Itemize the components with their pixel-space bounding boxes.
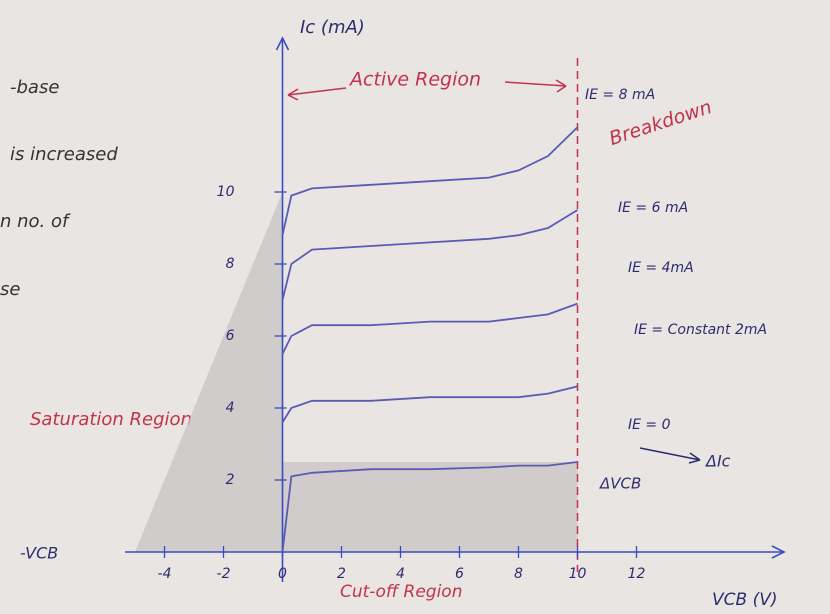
series-line xyxy=(283,386,578,422)
y-tick-label: 4 xyxy=(226,400,235,416)
arrow xyxy=(288,88,346,100)
x-tick-label: 4 xyxy=(396,566,405,582)
note: n no. of xyxy=(0,211,71,232)
y-axis-label: Ic (mA) xyxy=(300,17,365,38)
delta-vcb-label: ΔVCB xyxy=(599,475,641,493)
series-label: IE = Constant 2mA xyxy=(634,322,767,338)
active-region-label: Active Region xyxy=(348,69,481,91)
series-label: IE = 8 mA xyxy=(585,87,655,103)
note: is increased xyxy=(10,144,118,165)
x-tick-label: 6 xyxy=(455,566,464,582)
series-line xyxy=(283,304,578,354)
x-tick-label: 0 xyxy=(278,566,287,582)
y-tick-label: 6 xyxy=(226,328,235,344)
y-tick-label: 2 xyxy=(226,472,235,488)
x-tick-label: 8 xyxy=(514,566,523,582)
series-label: IE = 0 xyxy=(628,417,671,433)
x-axis-label: VCB (V) xyxy=(712,590,777,610)
x-tick-label: -2 xyxy=(217,566,231,582)
x-tick-label: 2 xyxy=(337,566,346,582)
neg-x-label: -VCB xyxy=(20,544,58,563)
saturation-label: Saturation Region xyxy=(30,409,192,430)
y-tick-label: 8 xyxy=(226,256,235,272)
note: -base xyxy=(10,77,59,98)
x-tick-label: 10 xyxy=(569,566,587,582)
x-tick-label: 12 xyxy=(628,566,646,582)
x-tick-label: -4 xyxy=(158,566,172,582)
cutoff-label: Cut-off Region xyxy=(340,582,462,602)
note: se xyxy=(0,279,20,300)
breakdown-label: Breakdown xyxy=(606,96,714,150)
arrow xyxy=(505,80,566,92)
y-tick-label: 10 xyxy=(217,184,235,200)
delta-ic-label: ΔIc xyxy=(704,452,731,471)
chart: Ic (mA) VCB (V) -VCB Active Region Break… xyxy=(0,0,830,614)
arrow xyxy=(640,448,700,463)
series-line xyxy=(283,210,578,300)
saturation-region xyxy=(135,192,283,552)
cutoff-region xyxy=(283,462,578,552)
series-label: IE = 4mA xyxy=(628,260,694,276)
series-label: IE = 6 mA xyxy=(618,200,688,216)
series-line xyxy=(283,127,578,235)
